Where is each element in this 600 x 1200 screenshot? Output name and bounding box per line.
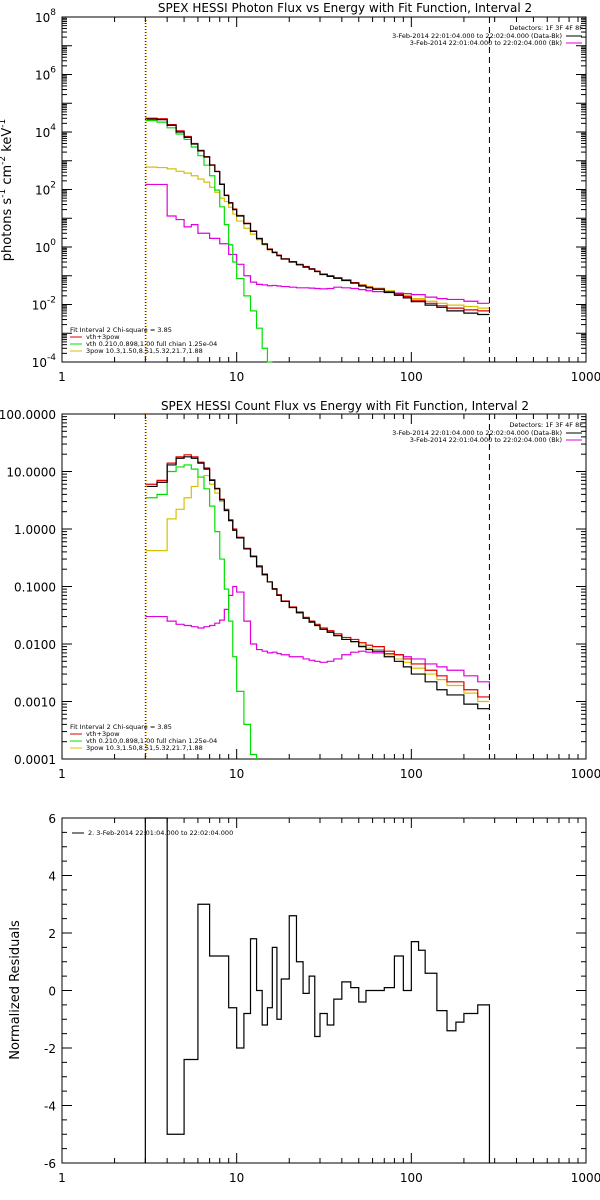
count-title: SPEX HESSI Count Flux vs Energy with Fit…	[161, 399, 529, 413]
count-flux-panel: SPEX HESSI Count Flux vs Energy with Fit…	[0, 399, 600, 781]
residuals-ytick-label: 4	[48, 870, 56, 884]
residuals-panel: 1 10 100 1000 -6 -4 -2 0 2 4 6 2. 3-Feb-2014 22:01…	[8, 812, 600, 1185]
count-ytick-label: 0.0010	[14, 696, 56, 710]
count-xtick-label: 10	[229, 767, 244, 781]
count-xtick-label: 1	[58, 767, 66, 781]
residuals-ytick-label: 0	[48, 985, 56, 999]
count-ytick-label: 1.0000	[14, 523, 56, 537]
count-ytick-label: 0.0001	[14, 753, 56, 767]
photon-xtick-label: 1000	[571, 370, 600, 384]
residuals-legend-label: 2. 3-Feb-2014 22:01:04.000 to 22:02:04.0…	[88, 829, 233, 837]
residuals-xtick-label: 1	[58, 1171, 66, 1185]
count-detectors-label: Detectors: 1F 3F 4F 8F	[509, 421, 583, 429]
count-legend-left-label: 3pow 10.3,1.50,8.51,5.32,21.7,1.88	[86, 744, 203, 752]
photon-title: SPEX HESSI Photon Flux vs Energy with Fi…	[158, 1, 532, 15]
photon-ytick-label: 104	[35, 123, 56, 140]
photon-fit-label: Fit Interval 2 Chi-square = 3.85	[70, 326, 172, 334]
count-ytick-label: 10.0000	[6, 466, 56, 480]
count-series-data	[145, 457, 489, 709]
residuals-xtick-label: 1000	[571, 1171, 600, 1185]
photon-legend-left-label: 3pow 10.3,1.50,8.51,5.32,21.7,1.88	[86, 347, 203, 355]
photon-ylabel: photons s-1 cm-2 keV-1	[0, 119, 15, 261]
count-series-background	[145, 587, 489, 687]
photon-detectors-label: Detectors: 1F 3F 4F 8F	[509, 24, 583, 32]
residuals-xtick-label: 100	[400, 1171, 423, 1185]
residuals-ytick-label: 6	[48, 812, 56, 826]
photon-xtick-label: 10	[229, 370, 244, 384]
count-ytick-label: 0.1000	[14, 581, 56, 595]
count-xtick-label: 100	[400, 767, 423, 781]
photon-series-background	[145, 184, 489, 303]
photon-legend-right-label: 3-Feb-2014 22:01:04.000 to 22:02:04.000 …	[410, 39, 562, 47]
photon-series-3pow	[145, 167, 489, 308]
count-plot-frame	[62, 414, 586, 759]
residuals-ytick-label: 2	[48, 927, 56, 941]
photon-ytick-label: 108	[35, 8, 56, 25]
residuals-ylabel: Normalized Residuals	[8, 920, 23, 1060]
photon-xtick-label: 1	[58, 370, 66, 384]
photon-ytick-label: 10-2	[32, 296, 56, 313]
count-fit-label: Fit Interval 2 Chi-square = 3.85	[70, 723, 172, 731]
count-ytick-label: 100.0000	[0, 408, 56, 422]
photon-ytick-label: 102	[35, 181, 56, 198]
count-xtick-label: 1000	[571, 767, 600, 781]
residuals-step-line	[145, 818, 489, 1163]
photon-flux-panel: SPEX HESSI Photon Flux vs Energy with Fi…	[0, 1, 600, 384]
count-series-3pow	[145, 476, 489, 702]
photon-series-data	[145, 119, 489, 314]
photon-xtick-label: 100	[400, 370, 423, 384]
photon-plot-frame	[62, 17, 586, 362]
residuals-xtick-label: 10	[229, 1171, 244, 1185]
photon-ytick-label: 100	[35, 238, 56, 255]
residuals-ytick-label: -2	[44, 1042, 56, 1056]
residuals-plot-frame	[62, 818, 586, 1163]
residuals-ytick-label: -4	[44, 1100, 56, 1114]
count-ytick-label: 0.0100	[14, 638, 56, 652]
photon-ytick-label: 10-4	[32, 353, 57, 370]
count-series-vth+3pow	[145, 455, 489, 697]
residuals-ytick-label: -6	[44, 1157, 56, 1171]
photon-ytick-label: 106	[35, 66, 56, 83]
count-legend-right-label: 3-Feb-2014 22:01:04.000 to 22:02:04.000 …	[410, 436, 562, 444]
count-series-vth	[145, 465, 256, 759]
